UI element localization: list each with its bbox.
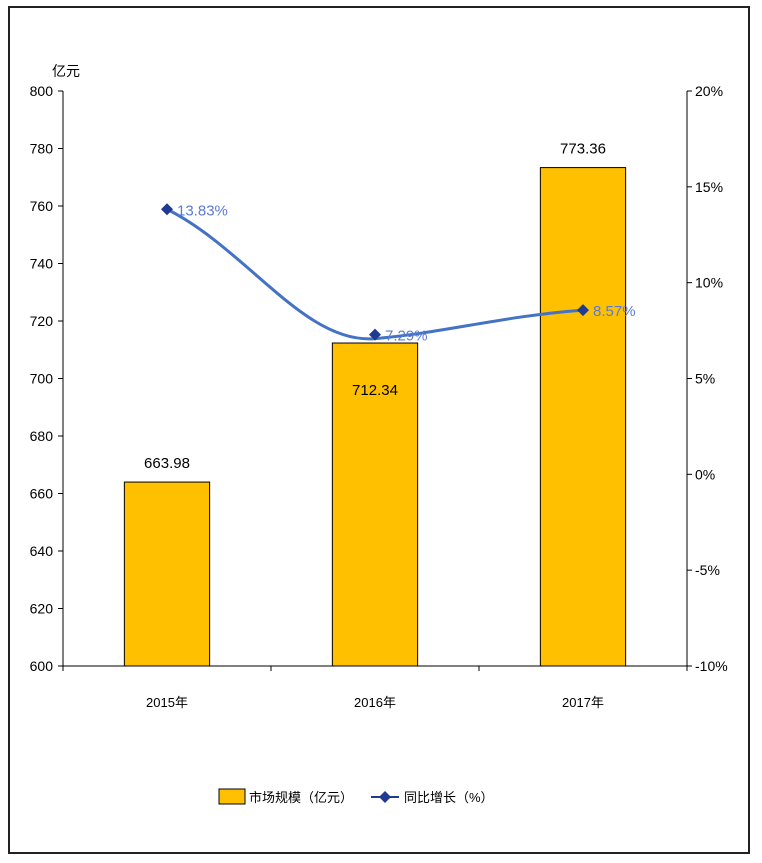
- right-tick-label: 15%: [695, 179, 723, 195]
- bar-data-label: 712.34: [352, 382, 398, 399]
- growth-data-label: 13.83%: [177, 202, 228, 219]
- left-tick-label: 740: [30, 256, 54, 272]
- growth-point-marker: [161, 203, 173, 216]
- x-tick-label: 2016年: [354, 695, 396, 710]
- growth-data-label: 8.57%: [593, 303, 636, 320]
- growth-point-marker: [577, 304, 589, 317]
- left-tick-label: 620: [30, 601, 54, 617]
- legend-label-line: 同比增长（%）: [404, 790, 494, 805]
- growth-data-label: 7.29%: [385, 328, 428, 345]
- right-tick-label: 10%: [695, 275, 723, 291]
- right-tick-label: 20%: [695, 83, 723, 99]
- right-tick-label: -10%: [695, 658, 728, 674]
- left-tick-label: 680: [30, 428, 54, 444]
- legend-swatch-bar: [218, 788, 246, 805]
- right-tick-label: -5%: [695, 562, 720, 578]
- bar: [539, 167, 627, 667]
- x-tick-label: 2015年: [146, 695, 188, 710]
- bar: [331, 342, 419, 667]
- bar: [123, 481, 211, 667]
- left-tick-label: 700: [30, 371, 54, 387]
- x-tick-label: 2017年: [562, 695, 604, 710]
- left-axis-unit: 亿元: [52, 63, 80, 79]
- left-tick-label: 780: [30, 141, 54, 157]
- legend-label-bar: 市场规模（亿元）: [249, 790, 353, 805]
- left-tick-label: 720: [30, 313, 54, 329]
- left-tick-label: 660: [30, 486, 54, 502]
- bar-data-label: 663.98: [144, 455, 190, 472]
- bar-data-label: 773.36: [560, 141, 606, 158]
- left-tick-label: 640: [30, 543, 54, 559]
- legend: 市场规模（亿元） 同比增长（%）: [218, 788, 494, 805]
- left-tick-label: 800: [30, 83, 54, 99]
- growth-point-marker: [369, 328, 381, 341]
- right-tick-label: 5%: [695, 371, 715, 387]
- right-tick-label: 0%: [695, 466, 715, 482]
- left-tick-label: 760: [30, 198, 54, 214]
- left-tick-label: 600: [30, 658, 54, 674]
- growth-series-line: [166, 207, 584, 341]
- legend-diamond-icon: [379, 791, 391, 803]
